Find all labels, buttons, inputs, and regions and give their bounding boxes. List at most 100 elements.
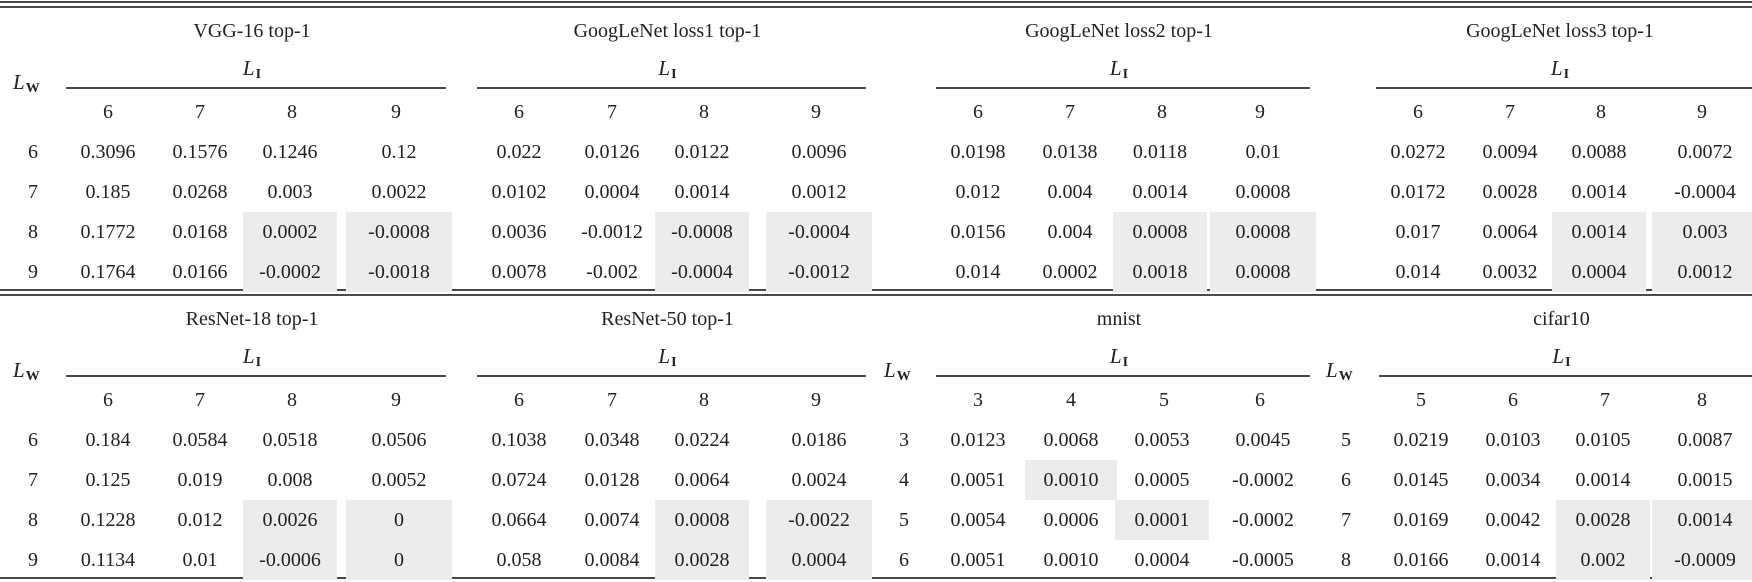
- column-header: 7: [607, 101, 617, 123]
- table-cell: 0.0103: [1485, 429, 1541, 451]
- table-cell: 0.0002: [1042, 261, 1098, 283]
- column-header: 7: [607, 389, 617, 411]
- table-cell: 0.0005: [1134, 469, 1190, 491]
- table-cell: 0.0064: [674, 469, 730, 491]
- column-header: 5: [1416, 389, 1426, 411]
- table-title: GoogLeNet loss1 top-1: [573, 20, 762, 42]
- table-cell-highlighted: -0.0018: [346, 252, 452, 292]
- column-header: 8: [699, 389, 709, 411]
- row-header: 4: [899, 469, 909, 491]
- table-cell: 0.008: [267, 469, 313, 491]
- table-title: cifar10: [1533, 308, 1590, 330]
- table-cell: 0.0096: [791, 141, 847, 163]
- column-header: 7: [1600, 389, 1610, 411]
- table-title: ResNet-18 top-1: [185, 308, 319, 330]
- table-cell: 0.0032: [1482, 261, 1538, 283]
- table-cell-highlighted: -0.0006: [243, 540, 337, 580]
- table-cell: 0.0064: [1482, 221, 1538, 243]
- table-cell: 0.0072: [1677, 141, 1733, 163]
- column-header: 7: [1065, 101, 1075, 123]
- column-axis-label: LI: [212, 344, 292, 371]
- row-header: 6: [28, 141, 38, 163]
- table-cell: 0.1038: [491, 429, 547, 451]
- table-cell: 0.0122: [674, 141, 730, 163]
- table-cell: 0.0664: [491, 509, 547, 531]
- table-cell: 0.004: [1047, 181, 1093, 203]
- row-header: 8: [28, 221, 38, 243]
- table-cell-highlighted: 0.0004: [766, 540, 872, 580]
- table-cell: -0.002: [586, 261, 638, 283]
- column-axis-subscript: I: [255, 67, 262, 82]
- table-cell: 0.0042: [1485, 509, 1541, 531]
- table-cell-highlighted: 0: [346, 500, 452, 540]
- table-cell: 0.0087: [1677, 429, 1733, 451]
- row-axis-subscript: W: [25, 369, 40, 384]
- table-cell: 0.1228: [80, 509, 136, 531]
- table-cell: 0.12: [381, 141, 417, 163]
- column-group-rule: [477, 87, 866, 89]
- table-cell: 0.0118: [1132, 141, 1188, 163]
- table-cell-highlighted: -0.0008: [655, 212, 749, 252]
- column-header: 6: [1255, 389, 1265, 411]
- row-axis-symbol: L: [13, 70, 25, 94]
- column-header: 4: [1066, 389, 1076, 411]
- column-axis-symbol: L: [1552, 344, 1565, 368]
- table-cell: 0.0053: [1134, 429, 1190, 451]
- table-cell: 0.0224: [674, 429, 730, 451]
- column-header: 6: [1413, 101, 1423, 123]
- table-cell-highlighted: 0.002: [1556, 540, 1650, 580]
- column-header: 6: [103, 389, 113, 411]
- column-axis-label: LI: [628, 344, 708, 371]
- column-group-rule: [936, 375, 1310, 377]
- table-cell: 0.004: [1047, 221, 1093, 243]
- row-axis-symbol: L: [13, 358, 25, 382]
- table-title: VGG-16 top-1: [193, 20, 311, 42]
- row-header: 6: [28, 429, 38, 451]
- table-cell: 0.3096: [80, 141, 136, 163]
- table-cell: -0.0002: [1232, 509, 1294, 531]
- table-cell-highlighted: 0.0008: [1210, 252, 1316, 292]
- table-cell: 0.0052: [371, 469, 427, 491]
- table-cell-highlighted: 0.0008: [655, 500, 749, 540]
- table-panel: VGG-16 top-1 LI LW 6 7 8 9 6 0.3096 0.1576 0.1246 0…: [0, 0, 452, 292]
- row-header: 5: [1341, 429, 1351, 451]
- table-cell: 0.1134: [80, 549, 136, 571]
- table-cell-highlighted: -0.0022: [766, 500, 872, 540]
- column-header: 8: [699, 101, 709, 123]
- column-axis-subscript: I: [1563, 67, 1570, 82]
- table-cell: 0.0138: [1042, 141, 1098, 163]
- table-cell: 0.0014: [1132, 181, 1188, 203]
- column-header: 9: [391, 389, 401, 411]
- column-axis-symbol: L: [242, 56, 255, 80]
- table-cell-highlighted: 0.0010: [1025, 460, 1117, 500]
- table-cell: 0.0128: [584, 469, 640, 491]
- table-title: ResNet-50 top-1: [601, 308, 734, 330]
- top-rule-inner: [0, 6, 1752, 8]
- row-header: 5: [899, 509, 909, 531]
- table-cell: 0.0014: [1571, 181, 1627, 203]
- table-title: mnist: [1096, 308, 1142, 330]
- table-cell: 0.012: [955, 181, 1001, 203]
- column-header: 5: [1159, 389, 1169, 411]
- column-header: 7: [1505, 101, 1515, 123]
- table-panel: ResNet-18 top-1 LI LW 6 7 8 9 6 0.184 0.0584 0.051…: [0, 288, 452, 580]
- table-cell: 0.0272: [1390, 141, 1446, 163]
- row-header: 7: [1341, 509, 1351, 531]
- table-title: GoogLeNet loss2 top-1: [1025, 20, 1213, 42]
- column-axis-subscript: I: [1122, 67, 1129, 82]
- table-cell: 0.0024: [791, 469, 847, 491]
- column-header: 9: [391, 101, 401, 123]
- table-cell-highlighted: 0.0004: [1552, 252, 1646, 292]
- table-cell: 0.0034: [1485, 469, 1541, 491]
- row-axis-label: LW: [13, 358, 40, 385]
- row-axis-subscript: W: [896, 369, 911, 384]
- table-cell: 0.0054: [950, 509, 1006, 531]
- row-header: 3: [899, 429, 909, 451]
- row-header: 7: [28, 181, 38, 203]
- column-axis-subscript: I: [1122, 355, 1129, 370]
- table-cell: 0.0166: [1393, 549, 1449, 571]
- table-cell: 0.01: [182, 549, 218, 571]
- column-axis-subscript: I: [1565, 355, 1571, 370]
- table-cell: 0.0506: [371, 429, 427, 451]
- row-header: 6: [899, 549, 909, 571]
